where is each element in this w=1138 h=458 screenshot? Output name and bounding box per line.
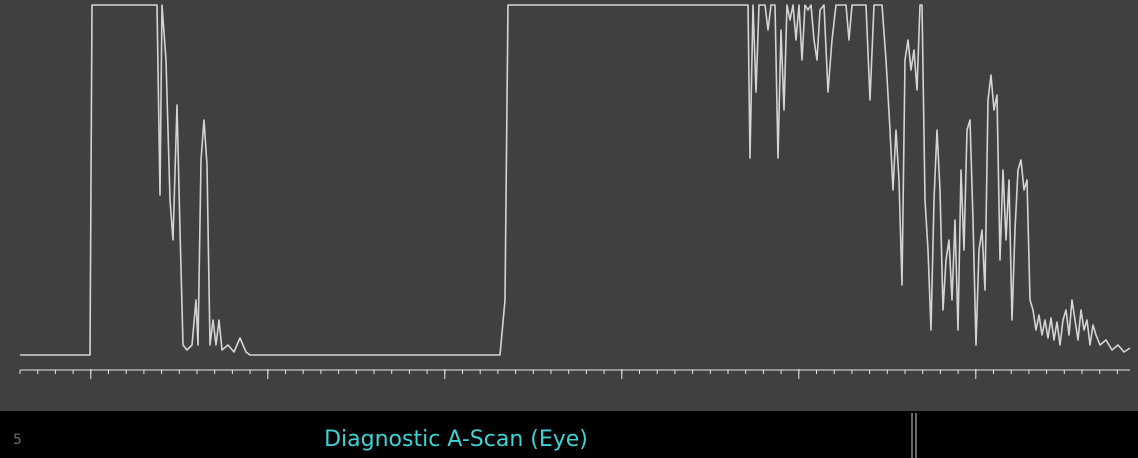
- screen-title: Diagnostic A-Scan (Eye): [324, 427, 588, 452]
- scan-screen: 5 Diagnostic A-Scan (Eye): [0, 0, 1138, 458]
- page-number: 5: [13, 432, 22, 448]
- page: {"chart_data": {"type": "line", "xlim": …: [0, 0, 1138, 458]
